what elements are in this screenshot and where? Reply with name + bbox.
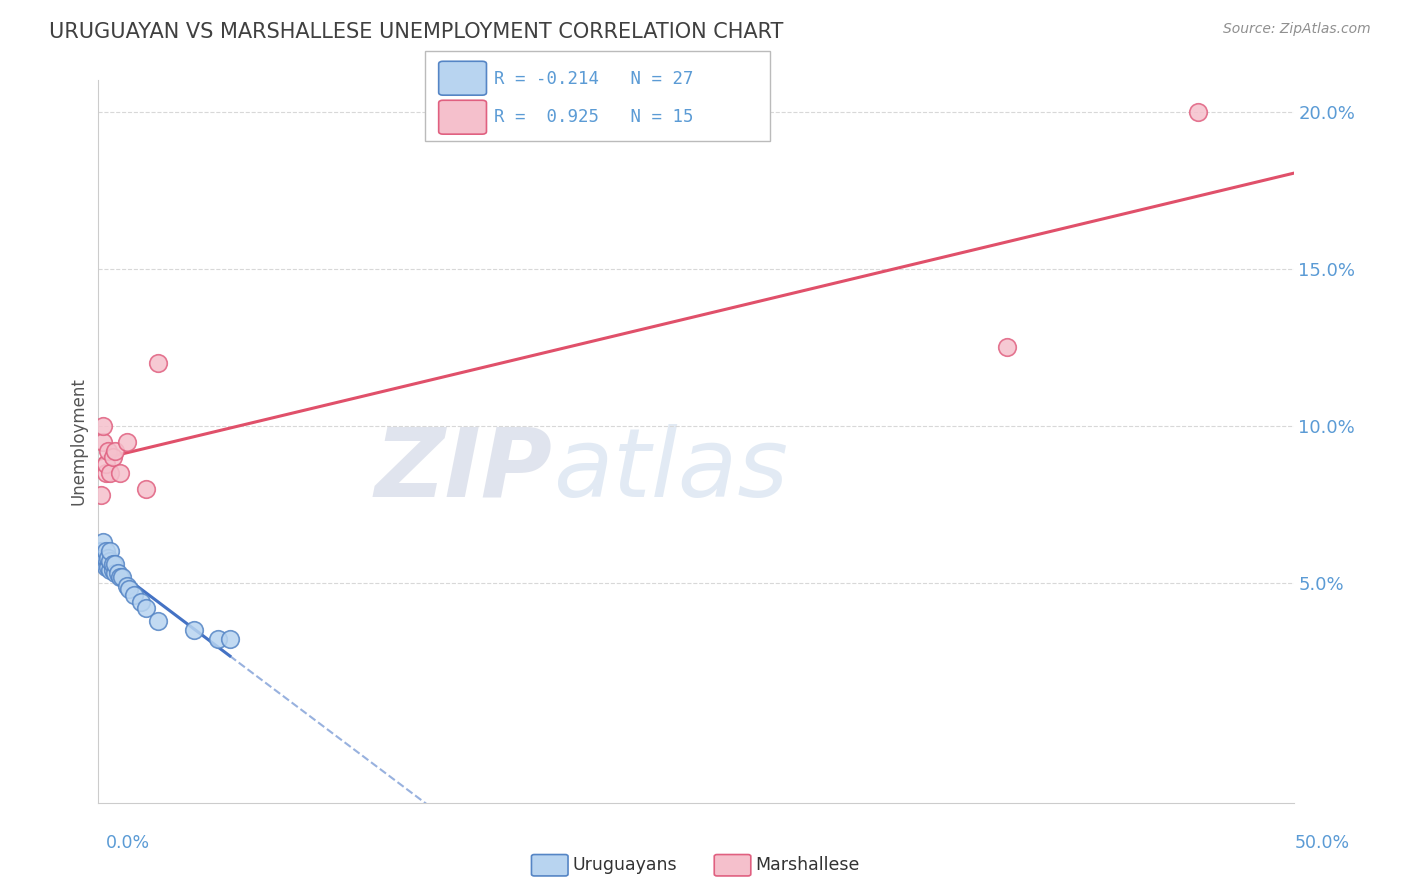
- Point: [97, 560, 120, 574]
- Point: [101, 557, 124, 571]
- Point: [98, 544, 122, 558]
- Point: [995, 340, 1018, 354]
- Point: [108, 466, 131, 480]
- Point: [148, 356, 170, 370]
- Point: [104, 444, 127, 458]
- Point: [104, 566, 127, 581]
- Point: [135, 601, 157, 615]
- Point: [90, 544, 112, 558]
- Point: [94, 466, 117, 480]
- Text: R = -0.214   N = 27: R = -0.214 N = 27: [494, 70, 693, 88]
- Text: atlas: atlas: [553, 424, 787, 517]
- Text: Source: ZipAtlas.com: Source: ZipAtlas.com: [1223, 22, 1371, 37]
- Point: [108, 569, 131, 583]
- Text: 50.0%: 50.0%: [1295, 834, 1350, 852]
- Point: [94, 457, 117, 471]
- Point: [94, 544, 117, 558]
- Point: [91, 535, 114, 549]
- Point: [91, 554, 114, 568]
- Point: [94, 560, 117, 574]
- Point: [98, 466, 122, 480]
- Point: [183, 623, 205, 637]
- Point: [101, 450, 124, 465]
- Point: [94, 550, 117, 565]
- Point: [107, 566, 129, 581]
- Text: Uruguayans: Uruguayans: [572, 856, 676, 874]
- Point: [98, 563, 122, 577]
- Text: R =  0.925   N = 15: R = 0.925 N = 15: [494, 108, 693, 126]
- Point: [207, 632, 229, 647]
- Point: [118, 582, 141, 597]
- Y-axis label: Unemployment: Unemployment: [69, 377, 87, 506]
- Point: [219, 632, 242, 647]
- Point: [97, 444, 120, 458]
- Text: Marshallese: Marshallese: [755, 856, 859, 874]
- Point: [98, 554, 122, 568]
- Point: [115, 579, 138, 593]
- Point: [1187, 104, 1209, 119]
- Text: 0.0%: 0.0%: [105, 834, 149, 852]
- Point: [101, 563, 124, 577]
- Point: [131, 595, 153, 609]
- Point: [104, 557, 127, 571]
- Point: [135, 482, 157, 496]
- Point: [148, 614, 170, 628]
- Point: [91, 434, 114, 449]
- Point: [91, 418, 114, 433]
- Point: [90, 488, 112, 502]
- Point: [111, 569, 134, 583]
- Text: URUGUAYAN VS MARSHALLESE UNEMPLOYMENT CORRELATION CHART: URUGUAYAN VS MARSHALLESE UNEMPLOYMENT CO…: [49, 22, 783, 42]
- Text: ZIP: ZIP: [374, 424, 553, 517]
- Point: [115, 434, 138, 449]
- Point: [97, 550, 120, 565]
- Point: [124, 589, 146, 603]
